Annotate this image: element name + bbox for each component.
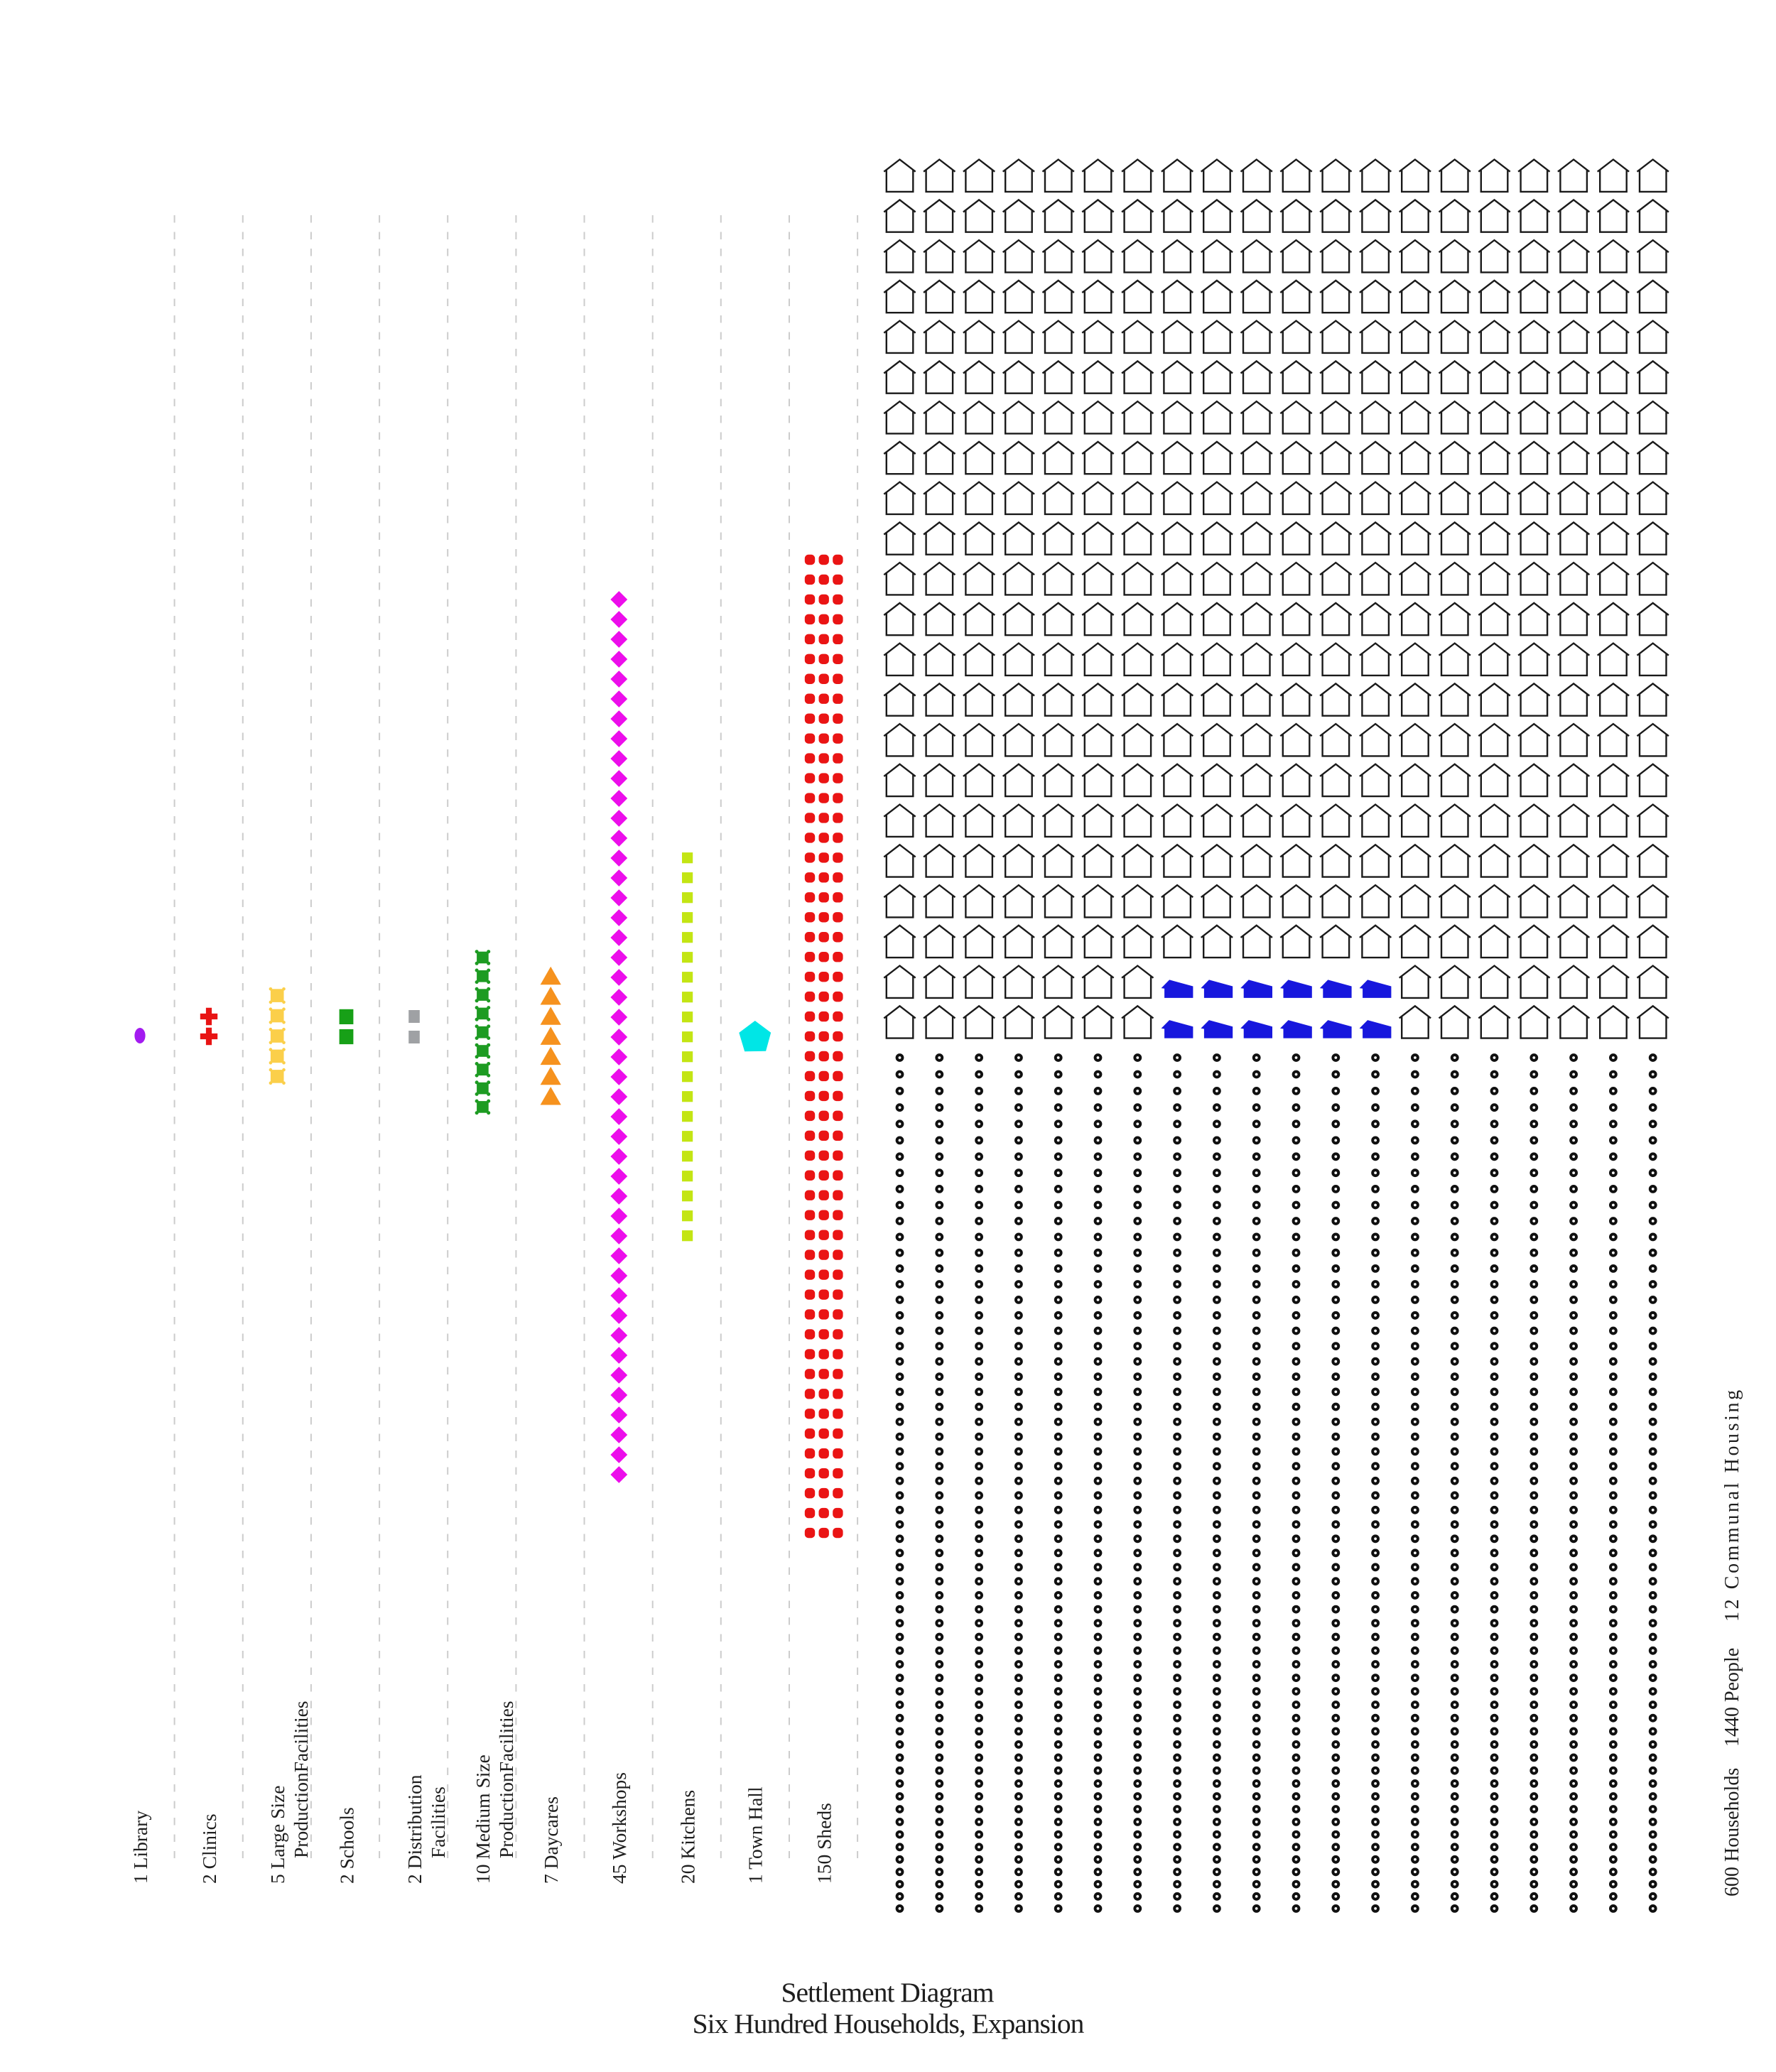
svg-text:Six Hundred Households, Expans: Six Hundred Households, Expansion xyxy=(693,2008,1085,2039)
svg-text:2 Schools: 2 Schools xyxy=(335,1807,357,1884)
svg-text:1 Library: 1 Library xyxy=(129,1811,151,1884)
svg-text:7 Daycares: 7 Daycares xyxy=(540,1796,562,1884)
svg-text:2 Clinics: 2 Clinics xyxy=(198,1813,220,1884)
svg-text:2 Distribution: 2 Distribution xyxy=(404,1774,426,1884)
svg-text:20 Kitchens: 20 Kitchens xyxy=(676,1790,698,1884)
svg-text:1440 People: 1440 People xyxy=(1721,1648,1743,1747)
svg-text:10 Medium Size: 10 Medium Size xyxy=(472,1754,494,1884)
svg-text:1 Town Hall: 1 Town Hall xyxy=(744,1786,766,1884)
svg-text:150 Sheds: 150 Sheds xyxy=(813,1803,835,1884)
svg-text:Settlement Diagram: Settlement Diagram xyxy=(781,1977,994,2008)
svg-text:12 Communal Housing: 12 Communal Housing xyxy=(1721,1387,1743,1622)
svg-text:45 Workshops: 45 Workshops xyxy=(608,1772,630,1884)
svg-text:5 Large Size: 5 Large Size xyxy=(266,1786,288,1884)
svg-text:600 Households: 600 Households xyxy=(1721,1768,1743,1897)
svg-text:ProductionFacilities: ProductionFacilities xyxy=(290,1701,312,1858)
svg-text:ProductionFacilities: ProductionFacilities xyxy=(495,1701,517,1858)
svg-text:Facilities: Facilities xyxy=(427,1786,449,1858)
